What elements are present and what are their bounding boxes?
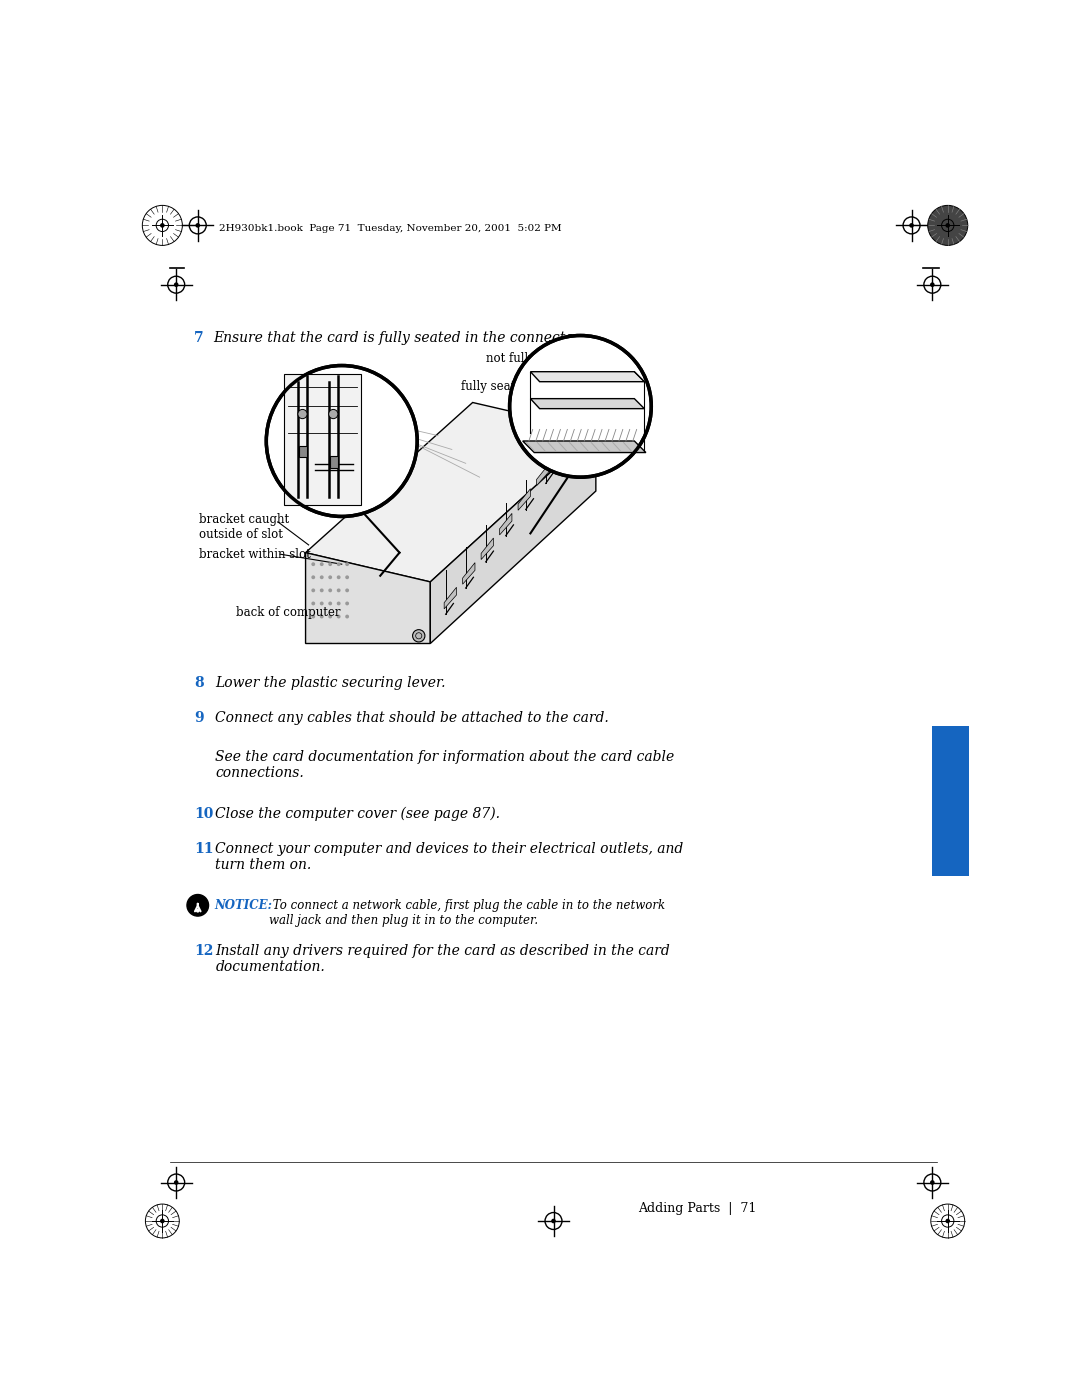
Circle shape	[311, 602, 315, 605]
Circle shape	[195, 909, 200, 912]
Text: Install any drivers required for the card as described in the card
documentation: Install any drivers required for the car…	[216, 944, 671, 974]
Circle shape	[510, 335, 651, 478]
Circle shape	[930, 282, 934, 286]
Circle shape	[337, 615, 340, 619]
Text: 9: 9	[194, 711, 203, 725]
Text: bracket within slot: bracket within slot	[200, 548, 311, 560]
Circle shape	[328, 562, 333, 566]
Circle shape	[328, 602, 333, 605]
Circle shape	[146, 1204, 179, 1238]
Text: To connect a network cable, first plug the cable in to the network
wall jack and: To connect a network cable, first plug t…	[269, 900, 664, 928]
Polygon shape	[530, 398, 645, 409]
Circle shape	[346, 576, 349, 580]
Text: fully seated: fully seated	[461, 380, 530, 393]
FancyBboxPatch shape	[284, 374, 361, 504]
Circle shape	[337, 602, 340, 605]
Text: back of computer: back of computer	[237, 606, 341, 619]
Text: Connect your computer and devices to their electrical outlets, and
turn them on.: Connect your computer and devices to the…	[216, 842, 684, 872]
Circle shape	[187, 894, 208, 916]
Circle shape	[143, 205, 183, 246]
Circle shape	[945, 1218, 950, 1224]
Text: 8: 8	[194, 676, 203, 690]
Polygon shape	[500, 513, 512, 535]
Circle shape	[928, 205, 968, 246]
Text: NOTICE:: NOTICE:	[215, 900, 272, 912]
Bar	[932, 726, 970, 876]
Polygon shape	[306, 553, 430, 644]
Circle shape	[311, 562, 315, 566]
Text: 10: 10	[194, 806, 213, 821]
Polygon shape	[430, 432, 596, 644]
Circle shape	[328, 615, 333, 619]
Text: 11: 11	[194, 842, 214, 856]
Polygon shape	[330, 457, 338, 468]
Polygon shape	[481, 538, 494, 560]
Circle shape	[337, 576, 340, 580]
Circle shape	[945, 224, 950, 228]
Circle shape	[320, 588, 324, 592]
Text: Adding Parts  |  71: Adding Parts | 71	[638, 1203, 757, 1215]
Circle shape	[328, 576, 333, 580]
Circle shape	[346, 562, 349, 566]
Circle shape	[160, 224, 164, 228]
Circle shape	[909, 224, 914, 228]
Circle shape	[195, 224, 200, 228]
Text: 7: 7	[194, 331, 203, 345]
Text: 2H930bk1.book  Page 71  Tuesday, November 20, 2001  5:02 PM: 2H930bk1.book Page 71 Tuesday, November …	[218, 224, 562, 233]
Circle shape	[311, 576, 315, 580]
Circle shape	[931, 1204, 964, 1238]
Circle shape	[320, 615, 324, 619]
Text: bracket caught
outside of slot: bracket caught outside of slot	[200, 513, 289, 541]
Text: Lower the plastic securing lever.: Lower the plastic securing lever.	[216, 676, 446, 690]
Circle shape	[311, 615, 315, 619]
Circle shape	[328, 409, 338, 419]
Circle shape	[551, 1218, 556, 1224]
Polygon shape	[530, 372, 645, 381]
Circle shape	[346, 602, 349, 605]
Polygon shape	[523, 441, 646, 453]
Text: Ensure that the card is fully seated in the connector.: Ensure that the card is fully seated in …	[213, 331, 583, 345]
Polygon shape	[444, 587, 457, 609]
Circle shape	[413, 630, 424, 643]
Polygon shape	[462, 563, 475, 584]
Circle shape	[311, 588, 315, 592]
Circle shape	[174, 1180, 178, 1185]
Circle shape	[174, 282, 178, 286]
Circle shape	[337, 588, 340, 592]
Text: 12: 12	[194, 944, 213, 958]
Circle shape	[298, 409, 307, 419]
Polygon shape	[537, 464, 549, 486]
Circle shape	[328, 588, 333, 592]
Circle shape	[930, 1180, 934, 1185]
Circle shape	[320, 602, 324, 605]
Text: Close the computer cover (see page 87).: Close the computer cover (see page 87).	[216, 806, 500, 821]
Text: See the card documentation for information about the card cable
connections.: See the card documentation for informati…	[216, 750, 675, 780]
Circle shape	[267, 366, 417, 517]
Polygon shape	[299, 447, 307, 457]
Circle shape	[346, 615, 349, 619]
Circle shape	[320, 576, 324, 580]
Polygon shape	[518, 489, 530, 510]
Circle shape	[337, 562, 340, 566]
Circle shape	[160, 1218, 164, 1224]
Circle shape	[346, 588, 349, 592]
Polygon shape	[306, 402, 596, 583]
Circle shape	[320, 562, 324, 566]
Text: not fully seated: not fully seated	[486, 352, 578, 365]
Text: Connect any cables that should be attached to the card.: Connect any cables that should be attach…	[216, 711, 609, 725]
